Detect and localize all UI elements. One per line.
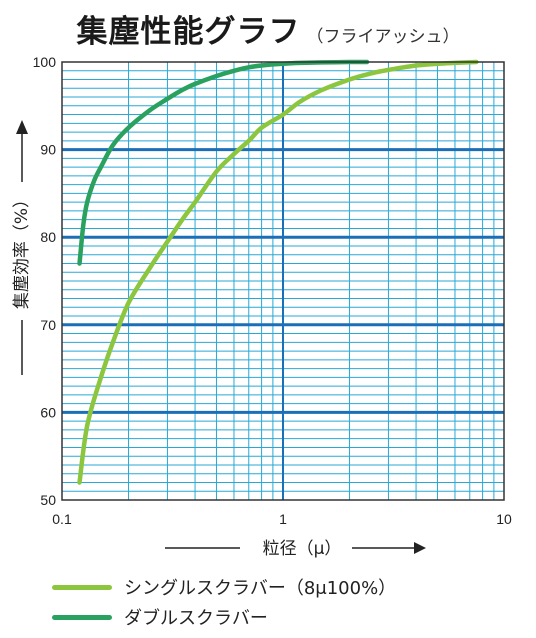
y-tick-label: 60 [40,404,56,420]
series-line-1 [77,59,370,266]
y-axis-label: 集塵効率（%） [12,191,32,309]
y-tick-labels: 50 60 70 80 90 100 [33,54,57,508]
x-tick-label: 0.1 [52,511,72,527]
x-tick-label: 10 [496,511,512,527]
legend-item-double: ダブルスクラバー [52,602,396,632]
legend-swatch-double [52,614,112,620]
legend-label-single: シングルスクラバー（8μ100%） [124,578,397,599]
y-tick-label: 70 [40,317,56,333]
legend-label-double: ダブルスクラバー [124,608,268,629]
series-layer [77,59,479,485]
plot-frame [61,61,505,501]
series-line-0 [77,59,479,485]
x-tick-label: 1 [279,511,287,527]
x-axis-label-group: 粒径（μ） [165,539,426,559]
title-sub: （フライアッシュ） [306,27,460,47]
x-axis-label: 粒径（μ） [263,539,342,559]
major-grid [62,62,504,500]
title-main: 集塵性能グラフ [76,14,301,50]
y-tick-label: 50 [40,492,56,508]
x-tick-labels: 0.1 1 10 [52,511,512,527]
legend: シングルスクラバー（8μ100%） ダブルスクラバー [52,572,396,632]
y-axis-arrow-icon [16,120,28,134]
chart-title: 集塵性能グラフ （フライアッシュ） [0,6,536,51]
legend-item-single: シングルスクラバー（8μ100%） [52,572,396,602]
efficiency-chart: 50 60 70 80 90 100 0.1 1 10 粒径（μ） 集塵効率（%） [12,54,512,559]
x-axis-arrow-icon [414,542,426,554]
y-tick-label: 90 [40,142,56,158]
y-axis-label-group: 集塵効率（%） [12,120,32,375]
legend-swatch-single [52,584,112,590]
y-tick-label: 80 [40,229,56,245]
y-tick-label: 100 [33,54,57,70]
